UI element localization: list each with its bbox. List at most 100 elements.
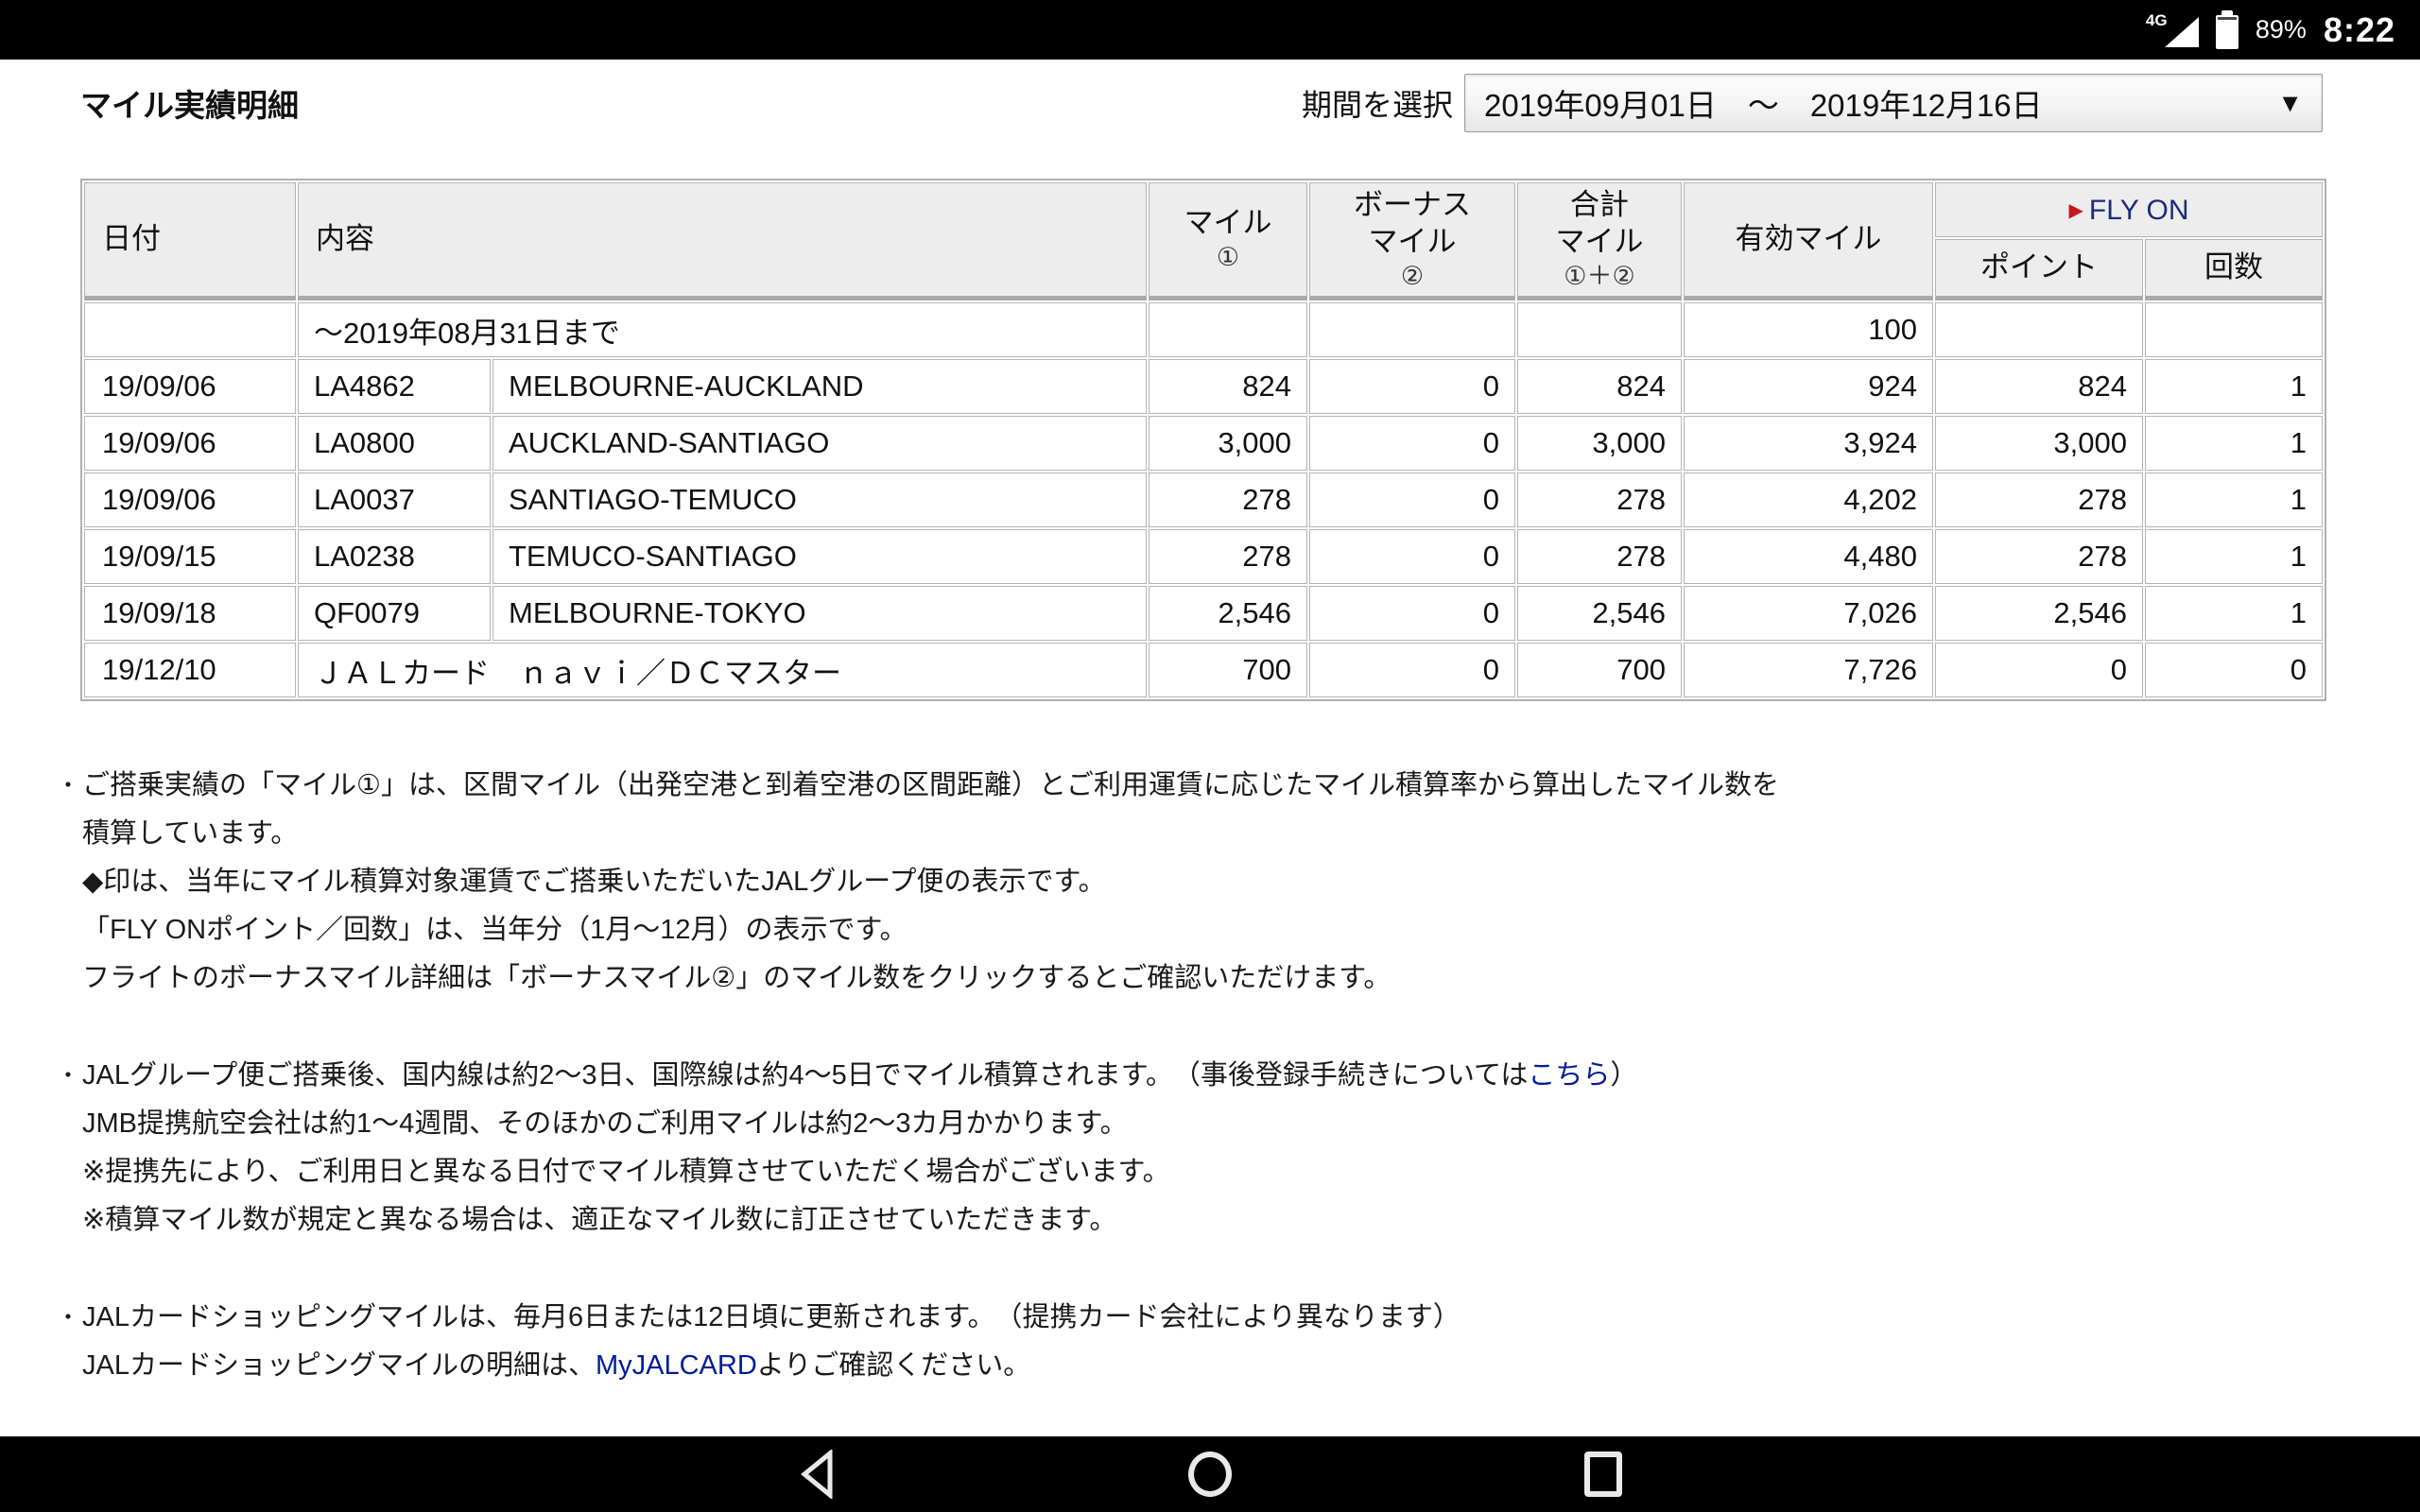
page-content: マイル実績明細 期間を選択 2019年09月01日 ～ 2019年12月16日 … <box>0 73 2420 1390</box>
cell-flyon-point: 824 <box>1935 359 2143 415</box>
note-text: ※提携先により、ご利用日と異なる日付でマイル積算させていただく場合がございます。 <box>82 1157 1170 1188</box>
note-text: フライトのボーナスマイル詳細は「ボーナスマイル②」のマイル数をクリックするとご確… <box>82 963 1392 994</box>
note-item: ・ JALグループ便ご搭乗後、国内線は約2～3日、国際線は約4～5日でマイル積算さ… <box>57 1052 2323 1245</box>
cell-valid-mile: 7,026 <box>1684 586 1933 642</box>
table-row: 19/09/15 LA0238 TEMUCO-SANTIAGO 278 0 278 4,48… <box>84 529 2324 585</box>
col-header-flyon-count: 回数 <box>2145 239 2324 301</box>
cellular-signal-icon: 4G <box>2146 11 2199 49</box>
note-line: ※提携先により、ご利用日と異なる日付でマイル積算させていただく場合がございます。 <box>82 1148 2323 1196</box>
back-button[interactable] <box>788 1446 845 1503</box>
table-row: 19/09/06 LA0037 SANTIAGO-TEMUCO 278 0 278 4,20… <box>84 472 2324 528</box>
note-text: ） <box>1610 1060 1638 1091</box>
cell-total-mile <box>1517 302 1682 358</box>
cell-mile: 2,546 <box>1149 586 1307 642</box>
note-line: 「FLY ONポイント／回数」は、当年分（1月～12月）の表示です。 <box>82 906 2323 954</box>
cell-valid-mile: 924 <box>1684 359 1933 415</box>
signal-triangle-icon <box>2164 16 2199 47</box>
col-header-bonus-mile: ボーナス マイル ② <box>1309 182 1515 301</box>
table-row: ～2019年08月31日まで 100 <box>84 302 2324 358</box>
cell-date: 19/09/06 <box>84 416 296 472</box>
page-title: マイル実績明細 <box>80 88 299 123</box>
note-text: 積算しています。 <box>82 818 299 850</box>
cell-flyon-count: 1 <box>2145 359 2324 415</box>
cell-bonus-mile[interactable]: 0 <box>1309 359 1515 415</box>
note-body: ご搭乗実績の「マイル①」は、区間マイル（出発空港と到着空港の区間距離）とご利用運… <box>82 762 2323 1003</box>
cell-flight-number: LA0037 <box>298 472 491 528</box>
cell-date <box>84 302 296 358</box>
col-header-content: 内容 <box>298 182 1147 301</box>
table-subheader-row: ポイント 回数 <box>84 239 2324 301</box>
cell-flyon-count: 1 <box>2145 472 2324 528</box>
note-text: ご搭乗実績の「マイル①」は、区間マイル（出発空港と到着空港の区間距離）とご利用運… <box>82 770 1780 801</box>
cell-valid-mile: 3,924 <box>1684 416 1933 472</box>
cell-bonus-mile[interactable]: 0 <box>1309 643 1515 698</box>
note-line: ※積算マイル数が規定と異なる場合は、適正なマイル数に訂正させていただきます。 <box>82 1196 2323 1245</box>
cell-flyon-point: 3,000 <box>1935 416 2143 472</box>
cell-valid-mile: 7,726 <box>1684 643 1933 698</box>
clock: 8:22 <box>2323 9 2395 49</box>
note-line: JALカードショッピングマイルの明細は、MyJALCARDよりご確認ください。 <box>82 1342 2323 1390</box>
cell-bonus-mile[interactable]: 0 <box>1309 586 1515 642</box>
cell-flight-number: LA0800 <box>298 416 491 472</box>
cell-total-mile: 2,546 <box>1517 586 1682 642</box>
cell-date: 19/09/06 <box>84 359 296 415</box>
note-bullet-icon: ・ <box>57 1305 79 1332</box>
note-body: JALグループ便ご搭乗後、国内線は約2～3日、国際線は約4～5日でマイル積算され… <box>82 1052 2323 1245</box>
period-selector: 期間を選択 2019年09月01日 ～ 2019年12月16日 ▼ <box>1302 74 2323 132</box>
note-text: よりご確認ください。 <box>756 1350 1031 1382</box>
link[interactable]: MyJALCARD <box>595 1350 757 1382</box>
cell-mile: 278 <box>1149 472 1307 528</box>
note-line: 積算しています。 <box>82 810 2323 858</box>
cell-mile: 824 <box>1149 359 1307 415</box>
cell-flight-number: LA4862 <box>298 359 491 415</box>
recents-button[interactable] <box>1575 1446 1632 1503</box>
cell-flight-number: QF0079 <box>298 586 491 642</box>
cell-bonus-mile[interactable]: 0 <box>1309 472 1515 528</box>
period-label: 期間を選択 <box>1301 88 1453 122</box>
cell-flyon-point: 278 <box>1935 472 2143 528</box>
cell-valid-mile: 4,480 <box>1684 529 1933 585</box>
cell-mile: 700 <box>1149 643 1307 698</box>
note-text: JALグループ便ご搭乗後、国内線は約2～3日、国際線は約4～5日でマイル積算され… <box>82 1060 1529 1091</box>
note-body: JALカードショッピングマイルは、毎月6日または12日頃に更新されます。 （提携… <box>82 1294 2323 1390</box>
note-text: JALカードショッピングマイルの明細は、 <box>82 1350 596 1382</box>
col-header-valid-mile: 有効マイル <box>1684 182 1933 301</box>
home-button[interactable] <box>1182 1446 1238 1503</box>
cell-bonus-mile[interactable] <box>1309 302 1515 358</box>
note-line: JMB提携航空会社は約1～4週間、そのほかのご利用マイルは約2～3カ月かかります… <box>82 1100 2323 1148</box>
mile-history-table: 日付 内容 マイル ① ボーナス マイル ② 合計 マイル ①＋② 有効マイル <box>80 179 2327 702</box>
cell-flight-number: LA0238 <box>298 529 491 585</box>
note-bullet-icon: ・ <box>57 1063 79 1090</box>
cell-total-mile: 278 <box>1517 472 1682 528</box>
cell-date: 19/09/06 <box>84 472 296 528</box>
cell-total-mile: 700 <box>1517 643 1682 698</box>
cell-route: MELBOURNE-AUCKLAND <box>493 359 1147 415</box>
note-line: JALグループ便ご搭乗後、国内線は約2～3日、国際線は約4～5日でマイル積算され… <box>82 1052 2323 1100</box>
cell-total-mile: 3,000 <box>1517 416 1682 472</box>
col-header-flyon-point: ポイント <box>1935 239 2143 301</box>
note-text: 「FLY ONポイント／回数」は、当年分（1月～12月）の表示です。 <box>82 915 908 946</box>
table-row: 19/12/10 ＪＡＬカード ｎａｖｉ／ＤＣマスター 700 0 700 7,726 0 0 <box>84 643 2324 698</box>
cell-content: ＪＡＬカード ｎａｖｉ／ＤＣマスター <box>298 643 1147 698</box>
cell-flyon-point <box>1935 302 2143 358</box>
period-select[interactable]: 2019年09月01日 ～ 2019年12月16日 ▼ <box>1464 74 2323 132</box>
table-row: 19/09/06 LA4862 MELBOURNE-AUCKLAND 824 0 824 9… <box>84 359 2324 415</box>
col-header-flyon[interactable]: ▶ FLY ON <box>1935 182 2324 238</box>
battery-icon <box>2215 9 2238 50</box>
link[interactable]: こちら <box>1528 1060 1611 1091</box>
cell-bonus-mile[interactable]: 0 <box>1309 529 1515 585</box>
cell-mile: 278 <box>1149 529 1307 585</box>
cell-bonus-mile[interactable]: 0 <box>1309 416 1515 472</box>
cell-flyon-count <box>2145 302 2324 358</box>
android-nav-bar <box>0 1436 2420 1512</box>
col-header-date: 日付 <box>84 182 296 301</box>
cell-flyon-point: 0 <box>1935 643 2143 698</box>
cell-flyon-count: 0 <box>2145 643 2324 698</box>
note-line: JALカードショッピングマイルは、毎月6日または12日頃に更新されます。 （提携… <box>82 1294 2323 1342</box>
flyon-label: FLY ON <box>2088 194 2189 226</box>
cell-date: 19/09/15 <box>84 529 296 585</box>
table-header-row: 日付 内容 マイル ① ボーナス マイル ② 合計 マイル ①＋② 有効マイル <box>84 182 2324 301</box>
table-row: 19/09/06 LA0800 AUCKLAND-SANTIAGO 3,000 0 3,0… <box>84 416 2324 472</box>
cell-flyon-count: 1 <box>2145 416 2324 472</box>
note-item: ・ご搭乗実績の「マイル①」は、区間マイル（出発空港と到着空港の区間距離）とご利用… <box>57 762 2323 1003</box>
